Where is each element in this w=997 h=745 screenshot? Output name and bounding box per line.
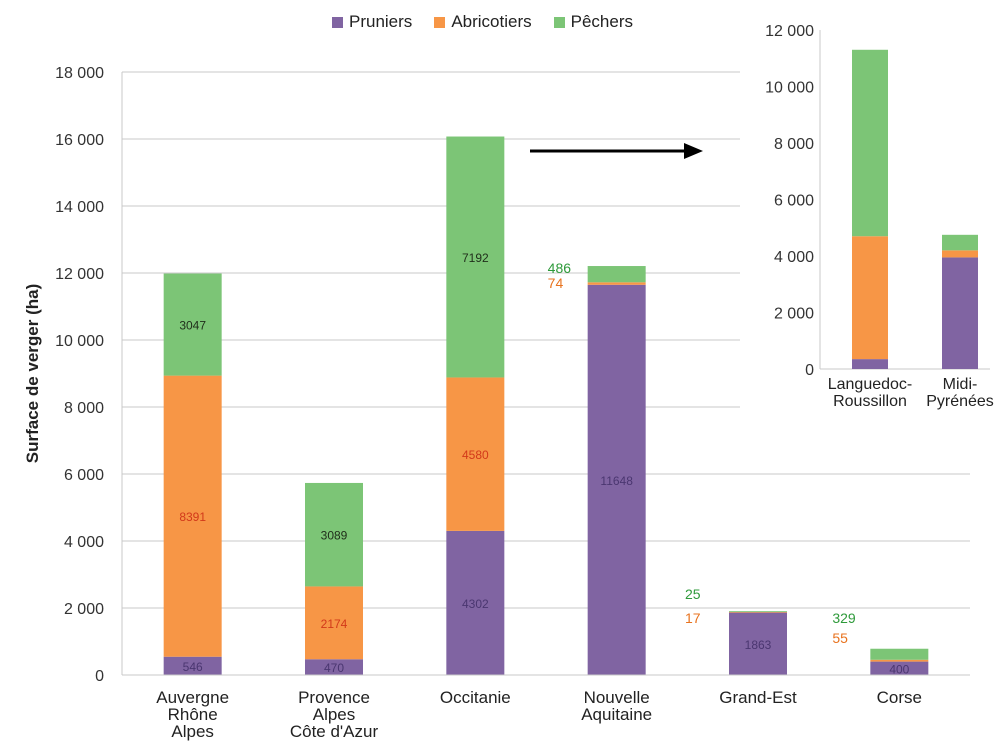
legend-label-pechers: Pêchers (570, 12, 633, 31)
data-label: 3089 (321, 529, 348, 543)
bar-abricotiers (305, 586, 363, 660)
x-tick-label: Rhône (168, 705, 218, 724)
x-tick-label: Provence (298, 688, 370, 707)
y-axis-label: Surface de verger (ha) (23, 284, 42, 464)
inset-y-tick-label: 2 000 (774, 306, 814, 323)
y-tick-label: 10 000 (55, 333, 104, 350)
bar-pruniers (729, 612, 787, 675)
data-label: 470 (324, 661, 344, 675)
bar-pêchers (870, 648, 929, 660)
inset-bar-abricotiers (852, 236, 888, 360)
bar-pêchers (446, 136, 505, 378)
bar-pêchers (163, 273, 222, 376)
bar-pruniers (305, 659, 363, 675)
legend-swatch-pechers (553, 16, 565, 28)
legend-item-pechers: Pêchers (553, 12, 633, 32)
bar-abricotiers (163, 375, 222, 657)
inset-y-tick-label: 8 000 (774, 136, 814, 153)
data-label: 546 (183, 660, 203, 674)
arrow-head (684, 143, 703, 159)
inset-bar-pruniers (852, 359, 888, 369)
inset-x-tick-label: Roussillon (833, 393, 907, 410)
data-label: 25 (685, 586, 701, 602)
legend-item-abricotiers: Abricotiers (434, 12, 532, 32)
x-tick-label: Corse (877, 688, 922, 707)
x-tick-label: Grand-Est (719, 688, 797, 707)
bar-pruniers (870, 661, 929, 675)
x-tick-label: Aquitaine (581, 705, 652, 724)
bar-pruniers (163, 656, 222, 675)
y-tick-label: 12 000 (55, 266, 104, 283)
data-label: 1863 (745, 638, 772, 652)
data-label: 4580 (462, 448, 489, 462)
inset-y-tick-label: 4 000 (774, 249, 814, 266)
legend-label-abricotiers: Abricotiers (451, 12, 532, 31)
bar-pêchers (305, 482, 363, 587)
data-label: 17 (685, 610, 701, 626)
data-label: 329 (832, 610, 856, 626)
inset-y-tick-label: 10 000 (765, 80, 814, 97)
legend-label-pruniers: Pruniers (349, 12, 413, 31)
y-tick-label: 16 000 (55, 132, 104, 149)
data-label: 4302 (462, 597, 489, 611)
x-tick-label: Nouvelle (584, 688, 650, 707)
inset-bar-pêchers (942, 234, 978, 251)
data-label: 8391 (179, 510, 206, 524)
y-tick-label: 14 000 (55, 199, 104, 216)
data-label: 55 (832, 630, 848, 646)
x-tick-label: Alpes (313, 705, 356, 724)
data-label: 486 (548, 260, 572, 276)
data-label: 3047 (179, 319, 206, 333)
bar-abricotiers (729, 612, 787, 613)
y-tick-label: 18 000 (55, 65, 104, 82)
data-label: 11648 (600, 474, 633, 488)
data-label: 7192 (462, 251, 489, 265)
data-label: 2174 (321, 617, 348, 631)
inset-y-tick-label: 0 (805, 362, 814, 379)
bar-pruniers (587, 284, 646, 675)
inset-x-tick-label: Pyrénées (926, 393, 994, 410)
legend: Pruniers Abricotiers Pêchers (332, 12, 633, 32)
x-tick-label: Occitanie (440, 688, 511, 707)
inset-y-tick-label: 6 000 (774, 193, 814, 210)
y-tick-label: 2 000 (64, 601, 104, 618)
inset-x-tick-label: Languedoc- (828, 376, 913, 393)
y-tick-label: 6 000 (64, 467, 104, 484)
bar-pêchers (729, 611, 787, 613)
inset-y-tick-label: 12 000 (765, 23, 814, 40)
data-label: 74 (548, 275, 564, 291)
bar-abricotiers (587, 282, 646, 285)
x-tick-label: Côte d'Azur (290, 722, 379, 741)
bar-abricotiers (446, 377, 505, 531)
inset-bar-abricotiers (942, 250, 978, 258)
legend-item-pruniers: Pruniers (332, 12, 412, 32)
inset-bar-pêchers (852, 49, 888, 237)
bar-pruniers (446, 530, 505, 675)
inset-bar-pruniers (942, 257, 978, 369)
bar-pêchers (587, 266, 646, 283)
inset-x-tick-label: Midi- (943, 376, 978, 393)
y-tick-label: 0 (95, 668, 104, 685)
legend-swatch-abricotiers (434, 16, 446, 28)
x-tick-label: Alpes (171, 722, 214, 741)
x-tick-label: Auvergne (156, 688, 229, 707)
y-tick-label: 8 000 (64, 400, 104, 417)
y-tick-label: 4 000 (64, 534, 104, 551)
bar-abricotiers (870, 659, 929, 662)
legend-swatch-pruniers (332, 16, 343, 28)
data-label: 400 (889, 662, 909, 676)
